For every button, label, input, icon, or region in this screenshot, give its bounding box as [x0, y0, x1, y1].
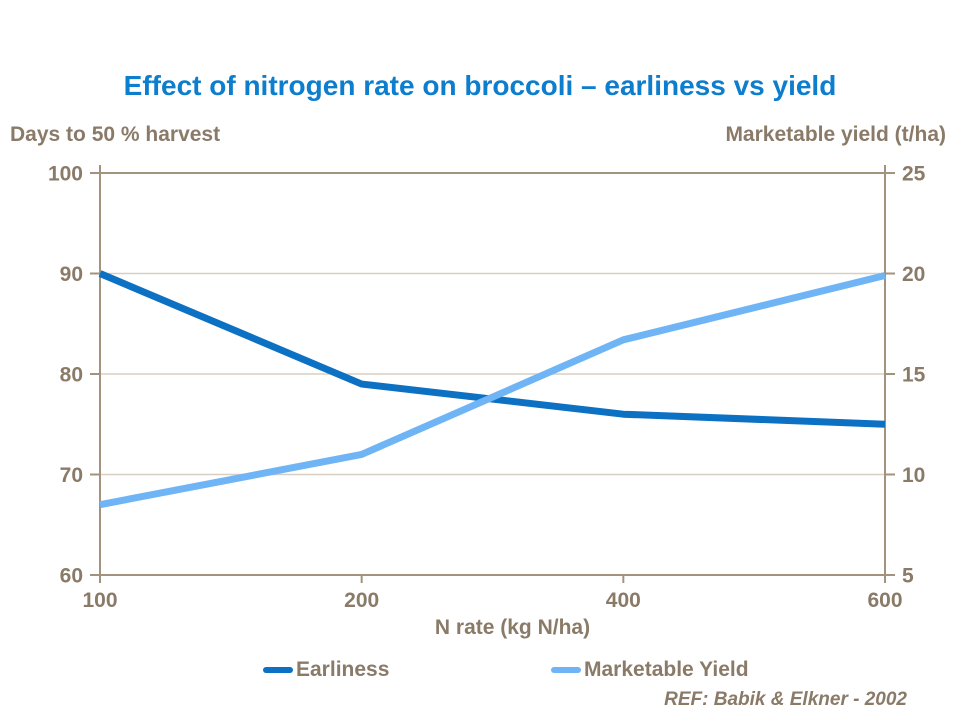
right-axis-tick-label: 25 [902, 163, 926, 186]
legend-label-earliness: Earliness [296, 658, 390, 681]
left-axis-tick-label: 100 [48, 163, 83, 186]
chart-title: Effect of nitrogen rate on broccoli – ea… [123, 70, 837, 101]
left-axis-title: Days to 50 % harvest [10, 123, 221, 146]
x-axis-title: N rate (kg N/ha) [434, 616, 591, 639]
x-axis-tick-label: 600 [867, 589, 902, 612]
left-axis-tick-label: 80 [60, 364, 83, 387]
left-axis-tick-label: 70 [60, 464, 83, 487]
left-axis-tick-label: 60 [60, 565, 83, 588]
right-axis-title: Marketable yield (t/ha) [725, 123, 946, 146]
x-axis-tick-label: 100 [82, 589, 117, 612]
legend-item-marketable-yield: Marketable Yield [551, 658, 749, 682]
series-line-earliness [98, 270, 886, 428]
earliness-line-swatch [263, 667, 293, 673]
legend-item-earliness: Earliness [263, 658, 389, 682]
marketable-yield-line-swatch [551, 667, 581, 673]
right-axis-tick-label: 20 [902, 263, 925, 286]
reference-note: REF: Babik & Elkner - 2002 [664, 689, 907, 710]
x-axis-tick-label: 200 [344, 589, 379, 612]
legend-label-marketable-yield: Marketable Yield [584, 658, 749, 681]
right-axis-tick-label: 5 [902, 565, 914, 588]
series-line-marketable-yield [99, 272, 886, 509]
right-axis-tick-label: 10 [902, 464, 925, 487]
right-axis-tick-label: 15 [902, 364, 926, 387]
x-axis-tick-label: 400 [606, 589, 641, 612]
left-axis-tick-label: 90 [60, 263, 83, 286]
